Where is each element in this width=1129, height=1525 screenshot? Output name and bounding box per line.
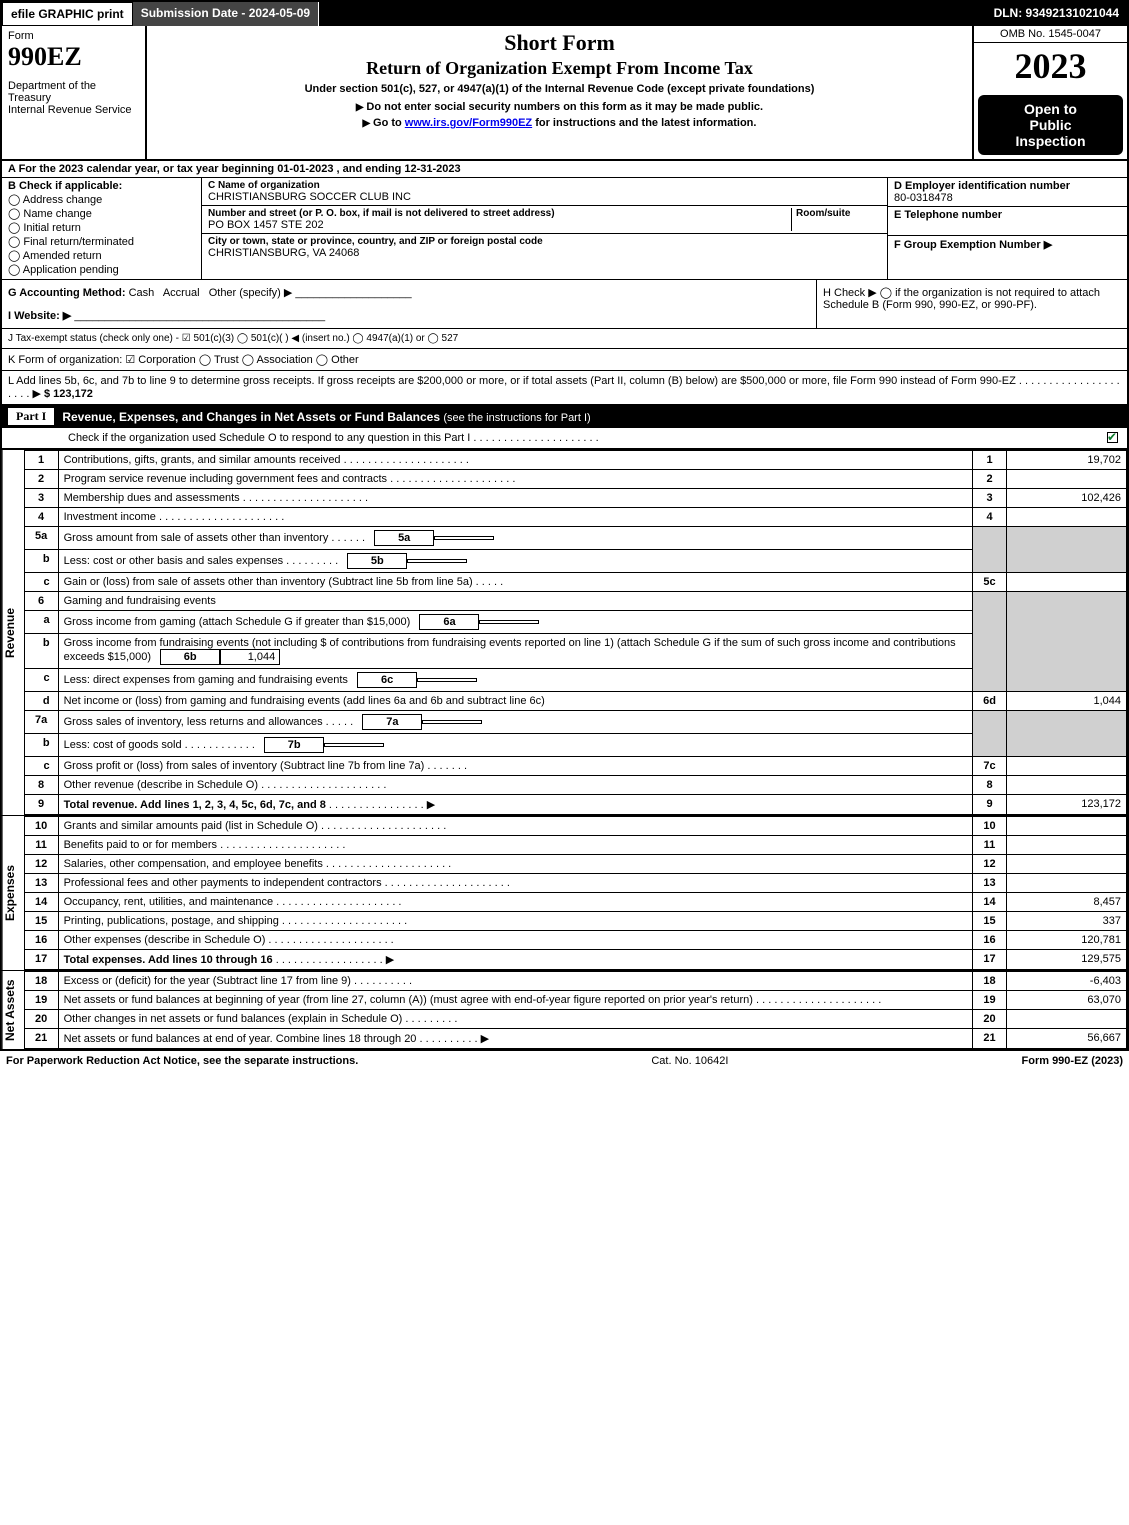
block-bcdef: B Check if applicable: ◯ Address change … xyxy=(2,178,1127,280)
part1-header: Part I Revenue, Expenses, and Changes in… xyxy=(2,405,1127,428)
line-i: I Website: ▶ xyxy=(8,310,71,322)
subtitle-ssn-warning: Do not enter social security numbers on … xyxy=(155,101,964,113)
amt-15: 337 xyxy=(1007,912,1127,931)
title-main: Return of Organization Exempt From Incom… xyxy=(155,58,964,79)
amt-5c xyxy=(1007,573,1127,592)
footer-left: For Paperwork Reduction Act Notice, see … xyxy=(6,1055,358,1067)
amt-16: 120,781 xyxy=(1007,931,1127,950)
footer-center: Cat. No. 10642I xyxy=(358,1055,1021,1067)
chk-application-pending[interactable]: ◯ Application pending xyxy=(8,263,195,276)
d-label: D Employer identification number xyxy=(894,180,1070,192)
amt-13 xyxy=(1007,874,1127,893)
form-label: Form xyxy=(8,30,139,42)
header-left: Form 990EZ Department of the Treasury In… xyxy=(2,26,147,159)
dept-line1: Department of the Treasury xyxy=(8,80,139,104)
section-b: B Check if applicable: ◯ Address change … xyxy=(2,178,202,279)
side-revenue: Revenue xyxy=(2,450,24,815)
title-short-form: Short Form xyxy=(155,30,964,56)
amt-21: 56,667 xyxy=(1007,1029,1127,1049)
section-def: D Employer identification number 80-0318… xyxy=(887,178,1127,279)
org-address: PO BOX 1457 STE 202 xyxy=(208,219,791,231)
open-to-public-badge: Open to Public Inspection xyxy=(978,95,1123,155)
form-header: Form 990EZ Department of the Treasury In… xyxy=(2,26,1127,161)
tax-year: 2023 xyxy=(974,43,1127,93)
top-bar: efile GRAPHIC print Submission Date - 20… xyxy=(2,2,1127,26)
e-label: E Telephone number xyxy=(894,209,1002,221)
line-g: G Accounting Method: Cash Accrual Other … xyxy=(2,280,817,328)
amt-7c xyxy=(1007,757,1127,776)
net-assets-table: 18Excess or (deficit) for the year (Subt… xyxy=(24,971,1127,1049)
amt-3: 102,426 xyxy=(1007,489,1127,508)
section-c: C Name of organization CHRISTIANSBURG SO… xyxy=(202,178,887,279)
amt-1: 19,702 xyxy=(1007,451,1127,470)
f-label: F Group Exemption Number ▶ xyxy=(894,239,1052,251)
dept-line2: Internal Revenue Service xyxy=(8,104,139,116)
section-expenses: Expenses 10Grants and similar amounts pa… xyxy=(2,815,1127,970)
room-label: Room/suite xyxy=(796,208,881,219)
c-name-label: C Name of organization xyxy=(208,180,881,191)
amt-4 xyxy=(1007,508,1127,527)
amt-2 xyxy=(1007,470,1127,489)
dln: DLN: 93492131021044 xyxy=(986,2,1127,26)
addr-label: Number and street (or P. O. box, if mail… xyxy=(208,208,791,219)
subtitle-section: Under section 501(c), 527, or 4947(a)(1)… xyxy=(155,83,964,95)
chk-name-change[interactable]: ◯ Name change xyxy=(8,207,195,220)
part1-label: Part I xyxy=(8,408,54,425)
section-net-assets: Net Assets 18Excess or (deficit) for the… xyxy=(2,970,1127,1049)
section-revenue: Revenue 1Contributions, gifts, grants, a… xyxy=(2,449,1127,815)
irs-link[interactable]: www.irs.gov/Form990EZ xyxy=(405,117,532,129)
block-gh: G Accounting Method: Cash Accrual Other … xyxy=(2,280,1127,329)
line-j: J Tax-exempt status (check only one) - ☑… xyxy=(2,329,1127,349)
form-number: 990EZ xyxy=(8,42,139,72)
amt-17: 129,575 xyxy=(1007,950,1127,970)
amt-6d: 1,044 xyxy=(1007,692,1127,711)
omb-number: OMB No. 1545-0047 xyxy=(974,26,1127,43)
ein: 80-0318478 xyxy=(894,192,953,204)
line-a: A For the 2023 calendar year, or tax yea… xyxy=(2,161,1127,178)
header-right: OMB No. 1545-0047 2023 Open to Public In… xyxy=(972,26,1127,159)
section-b-head: B Check if applicable: xyxy=(8,180,195,192)
revenue-table: 1Contributions, gifts, grants, and simil… xyxy=(24,450,1127,815)
line-k: K Form of organization: ☑ Corporation ◯ … xyxy=(2,349,1127,371)
chk-final-return[interactable]: ◯ Final return/terminated xyxy=(8,235,195,248)
amt-18: -6,403 xyxy=(1007,972,1127,991)
efile-badge: efile GRAPHIC print xyxy=(2,2,133,26)
city-label: City or town, state or province, country… xyxy=(208,236,881,247)
amt-8 xyxy=(1007,776,1127,795)
line-h: H Check ▶ ◯ if the organization is not r… xyxy=(817,280,1127,328)
org-name: CHRISTIANSBURG SOCCER CLUB INC xyxy=(208,191,881,203)
expenses-table: 10Grants and similar amounts paid (list … xyxy=(24,816,1127,970)
side-net-assets: Net Assets xyxy=(2,971,24,1049)
amt-10 xyxy=(1007,817,1127,836)
chk-schedule-o[interactable] xyxy=(1107,432,1118,443)
footer-right: Form 990-EZ (2023) xyxy=(1022,1055,1124,1067)
amt-14: 8,457 xyxy=(1007,893,1127,912)
chk-address-change[interactable]: ◯ Address change xyxy=(8,193,195,206)
amt-9: 123,172 xyxy=(1007,795,1127,815)
part1-check-note: Check if the organization used Schedule … xyxy=(2,428,1127,449)
chk-initial-return[interactable]: ◯ Initial return xyxy=(8,221,195,234)
form-container: efile GRAPHIC print Submission Date - 20… xyxy=(0,0,1129,1051)
subtitle-goto: Go to www.irs.gov/Form990EZ for instruct… xyxy=(155,117,964,129)
header-center: Short Form Return of Organization Exempt… xyxy=(147,26,972,159)
submission-date: Submission Date - 2024-05-09 xyxy=(133,2,319,26)
amt-12 xyxy=(1007,855,1127,874)
amt-11 xyxy=(1007,836,1127,855)
chk-amended-return[interactable]: ◯ Amended return xyxy=(8,249,195,262)
line-l-amount: $ 123,172 xyxy=(44,388,93,400)
page-footer: For Paperwork Reduction Act Notice, see … xyxy=(0,1051,1129,1071)
line-l: L Add lines 5b, 6c, and 7b to line 9 to … xyxy=(2,371,1127,405)
amt-19: 63,070 xyxy=(1007,991,1127,1010)
side-expenses: Expenses xyxy=(2,816,24,970)
amt-20 xyxy=(1007,1010,1127,1029)
amt-6b: 1,044 xyxy=(220,649,280,665)
org-city: CHRISTIANSBURG, VA 24068 xyxy=(208,247,881,259)
